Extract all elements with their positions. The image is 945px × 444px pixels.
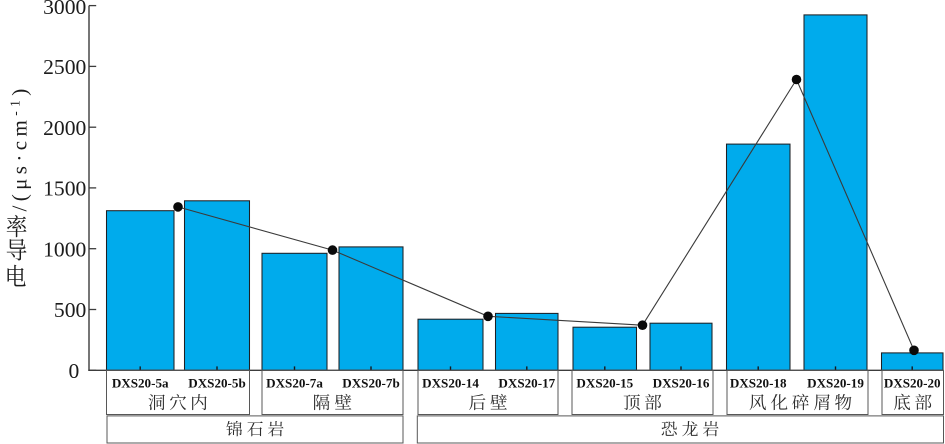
svg-text:DXS20-20: DXS20-20 xyxy=(884,376,941,391)
svg-text:2500: 2500 xyxy=(43,55,86,79)
svg-text:500: 500 xyxy=(54,298,86,322)
svg-text:1000: 1000 xyxy=(43,237,86,261)
svg-text:1500: 1500 xyxy=(43,177,86,201)
svg-text:DXS20-14: DXS20-14 xyxy=(422,376,479,391)
svg-text:DXS20-19: DXS20-19 xyxy=(807,376,864,391)
svg-text:2000: 2000 xyxy=(43,116,86,140)
svg-text:DXS20-16: DXS20-16 xyxy=(653,376,710,391)
svg-text:DXS20-15: DXS20-15 xyxy=(576,376,633,391)
svg-text:3000: 3000 xyxy=(43,0,86,19)
svg-text:0: 0 xyxy=(69,359,80,383)
svg-text:DXS20-5a: DXS20-5a xyxy=(112,376,169,391)
svg-text:DXS20-7a: DXS20-7a xyxy=(266,376,323,391)
svg-text:DXS20-17: DXS20-17 xyxy=(498,376,555,391)
svg-text:DXS20-18: DXS20-18 xyxy=(730,376,787,391)
svg-text:DXS20-7b: DXS20-7b xyxy=(342,376,399,391)
svg-text:DXS20-5b: DXS20-5b xyxy=(188,376,245,391)
